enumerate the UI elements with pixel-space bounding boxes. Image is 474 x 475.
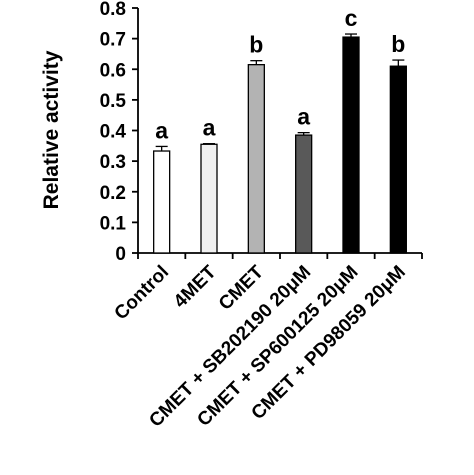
y-tick-label: 0.3 xyxy=(100,152,126,173)
significance-label-group: a a b a c b xyxy=(155,5,405,143)
bar xyxy=(200,143,218,254)
y-tick-label: 0.5 xyxy=(100,91,127,112)
category-label: 4MET xyxy=(170,261,221,312)
bar xyxy=(247,64,265,254)
error-bar-group xyxy=(155,33,405,152)
y-axis-title: Relative activity xyxy=(40,50,63,209)
significance-label: a xyxy=(203,115,216,141)
y-tick-label: 0.2 xyxy=(100,183,126,204)
y-tick-label: 0.6 xyxy=(100,60,126,81)
significance-label: b xyxy=(249,32,263,58)
significance-label: c xyxy=(345,5,358,31)
bar-group xyxy=(153,36,407,254)
y-tick-label: 0.8 xyxy=(100,0,126,20)
y-axis-ticks: 0 0.1 0.2 0.3 0.4 0.5 0.6 0.7 0.8 xyxy=(100,0,138,265)
bar xyxy=(389,65,407,254)
bar xyxy=(295,134,313,254)
category-label: Control xyxy=(111,262,174,325)
significance-label: b xyxy=(391,31,405,57)
x-axis-ticks xyxy=(137,253,423,259)
y-tick-label: 0.1 xyxy=(100,213,127,234)
bar xyxy=(153,150,171,254)
y-tick-label: 0 xyxy=(115,244,126,265)
significance-label: a xyxy=(297,104,310,130)
y-tick-label: 0.4 xyxy=(100,122,127,143)
y-tick-label: 0.7 xyxy=(100,30,126,51)
bar xyxy=(342,36,360,254)
significance-label: a xyxy=(155,117,168,143)
